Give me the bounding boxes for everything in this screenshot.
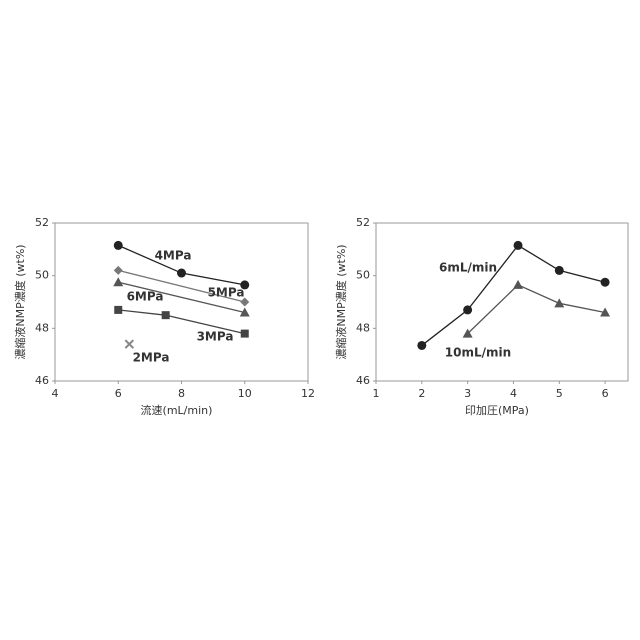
marker: [177, 269, 186, 278]
marker: [114, 241, 123, 250]
series-label: 4MPa: [155, 249, 192, 263]
x-tick-label: 12: [301, 387, 315, 400]
y-tick-label: 52: [356, 216, 370, 229]
y-tick-label: 48: [356, 321, 370, 334]
marker: [513, 280, 523, 289]
y-tick-label: 50: [356, 269, 370, 282]
y-axis-label: 濃縮液NMP濃度 (wt%): [13, 244, 27, 359]
x-axis-label: 印加圧(MPa): [465, 404, 529, 417]
series-label: 6MPa: [127, 290, 164, 304]
y-tick-label: 48: [35, 321, 49, 334]
y-tick-label: 46: [356, 374, 370, 387]
plot-area: [55, 223, 308, 381]
marker: [113, 277, 123, 286]
series-label: 3MPa: [197, 330, 234, 344]
x-tick-label: 8: [178, 387, 185, 400]
x-tick-label: 5: [556, 387, 563, 400]
x-tick-label: 4: [52, 387, 59, 400]
x-axis-label: 流速(mL/min): [141, 403, 213, 417]
marker: [555, 266, 564, 275]
series-label: 2MPa: [133, 351, 170, 365]
y-axis-label: 濃縮液NMP濃度 (wt%): [334, 244, 348, 359]
series-line: [468, 285, 605, 334]
x-tick-label: 3: [464, 387, 471, 400]
figure: 464850524681012流速(mL/min)濃縮液NMP濃度 (wt%)4…: [0, 0, 640, 640]
marker: [114, 266, 123, 275]
marker: [514, 241, 523, 250]
x-tick-label: 4: [510, 387, 517, 400]
marker: [241, 330, 249, 338]
marker: [601, 278, 610, 287]
series-label: 10mL/min: [445, 346, 511, 360]
marker: [463, 305, 472, 314]
x-tick-label: 6: [602, 387, 609, 400]
y-tick-label: 52: [35, 216, 49, 229]
x-tick-label: 6: [115, 387, 122, 400]
series-label: 6mL/min: [439, 261, 497, 275]
marker: [114, 306, 122, 314]
marker: [417, 341, 426, 350]
marker: [554, 298, 564, 307]
x-tick-label: 2: [418, 387, 425, 400]
marker: [162, 311, 170, 319]
series-label: 5MPa: [208, 286, 245, 300]
marker: [125, 340, 133, 348]
x-tick-label: 1: [373, 387, 380, 400]
x-tick-label: 10: [238, 387, 252, 400]
y-tick-label: 46: [35, 374, 49, 387]
y-tick-label: 50: [35, 269, 49, 282]
